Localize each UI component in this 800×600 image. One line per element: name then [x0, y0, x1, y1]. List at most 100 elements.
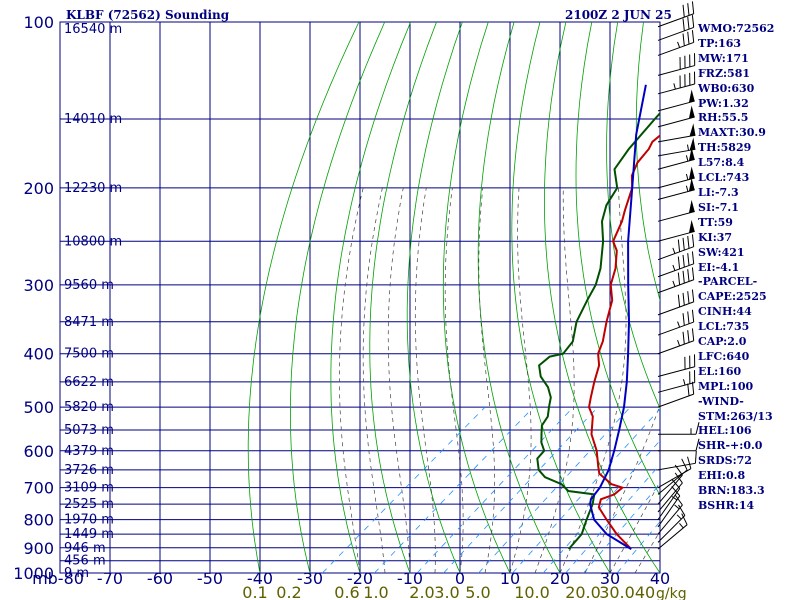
- index-line: CINH:44: [698, 305, 752, 319]
- temperature-tick-label: -10: [397, 569, 423, 588]
- wind-barb: [657, 71, 696, 95]
- index-line: LCL:743: [698, 171, 750, 185]
- pressure-tick-label: 900: [23, 539, 54, 558]
- sounding-profiles: [536, 84, 660, 550]
- pressure-tick-label: 200: [23, 179, 54, 198]
- index-line: STM:263/13: [698, 409, 773, 423]
- barb-staff: [657, 100, 695, 112]
- barb-feather: [687, 330, 690, 343]
- moist-adiabat: [444, 187, 464, 573]
- temperature-tick-label: 30: [600, 569, 620, 588]
- barb-staff: [657, 495, 681, 528]
- barb-feather: [687, 456, 692, 469]
- barb-staff: [657, 41, 694, 56]
- wind-barb: [657, 15, 695, 41]
- index-line: SRDS:72: [698, 454, 752, 468]
- barb-half-feather: [672, 247, 676, 254]
- mixing-ratio-line: [322, 406, 486, 573]
- mixing-ratio-tick-label: 40: [635, 583, 655, 600]
- chart-grid: [59, 21, 661, 574]
- dry-adiabat: [477, 22, 561, 573]
- barb-staff: [657, 263, 694, 278]
- index-line: TH:5829: [698, 141, 752, 155]
- index-line: -WIND-: [698, 394, 744, 408]
- height-label: 9 m: [64, 566, 89, 581]
- barb-staff: [657, 468, 692, 489]
- index-line: LCL:735: [698, 320, 750, 334]
- barb-feather: [687, 31, 690, 45]
- pressure-tick-label: 100: [23, 13, 54, 32]
- mixing-ratio-tick-label: 2.0: [409, 583, 434, 600]
- moist-adiabat: [509, 187, 532, 573]
- wind-barb: [657, 289, 695, 316]
- barb-feather: [691, 289, 695, 302]
- barb-staff: [657, 279, 694, 294]
- barb-staff: [657, 246, 694, 261]
- temperature-tick-label: -70: [97, 569, 123, 588]
- index-line: BRN:183.3: [698, 484, 765, 498]
- barb-feather: [687, 253, 690, 266]
- barb-half-feather: [676, 514, 682, 520]
- wind-barb: [657, 354, 696, 378]
- wind-barb: [657, 1, 695, 28]
- wind-barb: [657, 234, 695, 261]
- barb-staff: [657, 504, 683, 535]
- index-line: EI:-4.1: [698, 260, 740, 274]
- index-line: CAP:2.0: [698, 335, 747, 349]
- wind-barb: [657, 219, 695, 242]
- barb-feather: [687, 3, 690, 16]
- barb-staff: [657, 488, 681, 520]
- wind-barb: [657, 89, 695, 112]
- barb-feather: [682, 292, 685, 306]
- wind-barb: [657, 178, 695, 201]
- barb-feather: [691, 1, 695, 14]
- barb-pennant: [689, 123, 696, 137]
- index-line: PW:1.32: [698, 96, 749, 110]
- barb-staff: [657, 13, 694, 28]
- index-line: WB0:630: [698, 81, 755, 95]
- indices-panel: WMO:72562 TP:163 MW:171 FRZ:581 WB0:630 PW:1.…: [698, 22, 798, 514]
- mixing-ratio-tick-label: 30.0: [599, 583, 635, 600]
- pressure-tick-label: 500: [23, 398, 54, 417]
- moist-adiabat: [339, 187, 364, 573]
- pressure-tick-label: 600: [23, 442, 54, 461]
- mixing-ratio-tick-label: 0.1: [242, 583, 267, 600]
- wind-barb: [657, 328, 695, 355]
- barb-feather: [682, 18, 685, 31]
- barb-pennant: [689, 137, 696, 151]
- barb-staff: [657, 462, 696, 471]
- pressure-tick-label: 400: [23, 345, 54, 364]
- height-label: 946 m: [64, 541, 106, 556]
- barb-staff: [657, 393, 694, 408]
- mixing-ratio-line: [616, 521, 660, 573]
- barb-half-feather: [673, 83, 676, 90]
- height-label: 456 m: [64, 554, 106, 569]
- barb-feather: [691, 234, 695, 247]
- height-label: 4379 m: [64, 444, 114, 459]
- dry-adiabat: [247, 22, 360, 573]
- wind-barb: [657, 105, 695, 128]
- barb-staff: [657, 230, 695, 242]
- mixing-ratio-tick-label: 1.0: [363, 583, 388, 600]
- barb-feather: [691, 15, 695, 28]
- wind-barb: [658, 438, 700, 452]
- dry-adiabat: [543, 22, 660, 573]
- barb-feather: [691, 251, 695, 264]
- index-line: LI:-7.3: [698, 185, 739, 199]
- barb-staff: [657, 382, 695, 393]
- barb-half-feather: [685, 155, 689, 162]
- wind-barb: [657, 30, 695, 56]
- barb-staff: [657, 177, 695, 189]
- temperature-tick-label: mb-80: [32, 569, 84, 588]
- wind-barb: [657, 513, 688, 550]
- barb-staff: [657, 524, 688, 550]
- barb-feather: [674, 472, 683, 484]
- height-label: 5073 m: [64, 423, 114, 438]
- wind-barb: [657, 309, 695, 336]
- wind-barb: [657, 458, 688, 495]
- height-label: 1449 m: [64, 527, 114, 542]
- dry-adiabat: [511, 22, 611, 573]
- wind-barb: [657, 370, 696, 393]
- moist-adiabat: [387, 187, 411, 573]
- barb-half-feather: [677, 321, 681, 328]
